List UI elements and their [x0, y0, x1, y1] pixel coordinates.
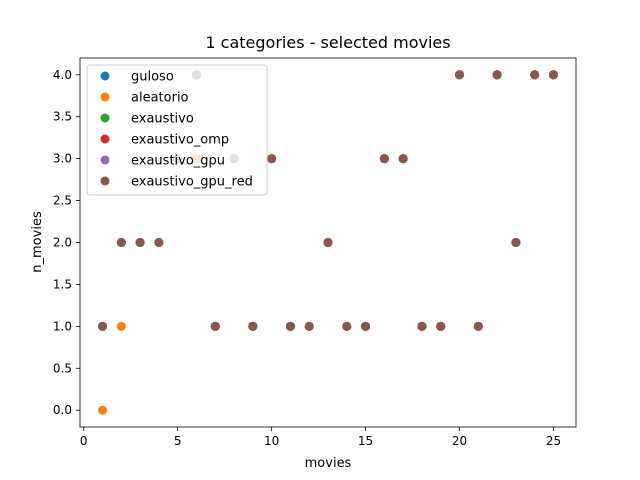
chart-title: 1 categories - selected movies	[205, 33, 450, 52]
legend-label: guloso	[131, 70, 174, 85]
x-tick-label: 10	[264, 434, 279, 448]
data-point	[455, 70, 465, 80]
y-tick-label: 1.0	[53, 319, 72, 333]
data-point	[379, 154, 389, 164]
y-tick-label: 2.5	[53, 194, 72, 208]
legend-label: exaustivo_gpu	[131, 154, 225, 169]
legend-entry: aleatorio	[100, 91, 189, 106]
x-tick-label: 25	[546, 434, 561, 448]
data-point	[98, 321, 108, 331]
y-tick-label: 3.0	[53, 152, 72, 166]
legend-marker	[100, 92, 110, 102]
legend-label: aleatorio	[131, 91, 189, 106]
data-point	[210, 321, 220, 331]
legend-items: guloso aleatorio exaustivo exaustivo_ompexa…	[100, 70, 253, 190]
x-tick-label: 20	[452, 434, 467, 448]
y-axis-label: n_movies	[30, 211, 45, 273]
x-tick-label: 5	[174, 434, 182, 448]
y-tick-label: 0.0	[53, 403, 72, 417]
legend-entry: exaustivo_gpu_red	[100, 175, 253, 190]
data-point	[285, 321, 295, 331]
y-tick-label: 4.0	[53, 68, 72, 82]
x-axis-ticks: 0 5 10 15 20 25	[80, 427, 561, 448]
data-point	[116, 321, 126, 331]
data-point	[436, 321, 446, 331]
data-point	[417, 321, 427, 331]
x-tick-label: 15	[358, 434, 373, 448]
data-point	[267, 154, 277, 164]
legend-marker	[100, 176, 110, 186]
data-point	[248, 321, 258, 331]
y-axis-ticks: 0.0 0.5 1.0 1.5 2.0 2.5 3.0 3.5 4.0	[53, 68, 80, 417]
legend-box	[86, 64, 268, 196]
x-axis-label: movies	[305, 456, 352, 471]
y-tick-label: 1.5	[53, 277, 72, 291]
data-point	[135, 238, 145, 247]
legend-entry: exaustivo_omp	[100, 133, 229, 148]
data-point	[473, 321, 483, 331]
x-tick-label: 0	[80, 434, 88, 448]
data-point	[304, 321, 314, 331]
legend-marker	[100, 155, 110, 165]
y-tick-label: 0.5	[53, 361, 72, 375]
data-point	[492, 70, 502, 80]
legend-marker	[100, 134, 110, 144]
legend-label: exaustivo_gpu_red	[131, 175, 253, 190]
y-tick-label: 3.5	[53, 110, 72, 124]
data-point	[323, 238, 333, 247]
data-point	[361, 321, 371, 331]
data-point	[398, 154, 408, 164]
data-point	[98, 405, 108, 415]
legend-label: exaustivo_omp	[131, 133, 229, 148]
legend-label: exaustivo	[131, 112, 194, 127]
legend: guloso aleatorio exaustivo exaustivo_ompexa…	[86, 64, 268, 196]
data-point	[116, 238, 126, 247]
y-tick-label: 2.0	[53, 236, 72, 250]
legend-entry: exaustivo_gpu	[100, 154, 225, 169]
legend-marker	[100, 71, 110, 81]
legend-marker	[100, 113, 110, 123]
data-point	[511, 238, 521, 247]
data-point	[548, 70, 558, 80]
data-point	[154, 238, 164, 247]
data-point	[530, 70, 540, 80]
legend-entry: exaustivo	[100, 112, 194, 127]
data-point	[342, 321, 352, 331]
legend-entry: guloso	[100, 70, 174, 85]
